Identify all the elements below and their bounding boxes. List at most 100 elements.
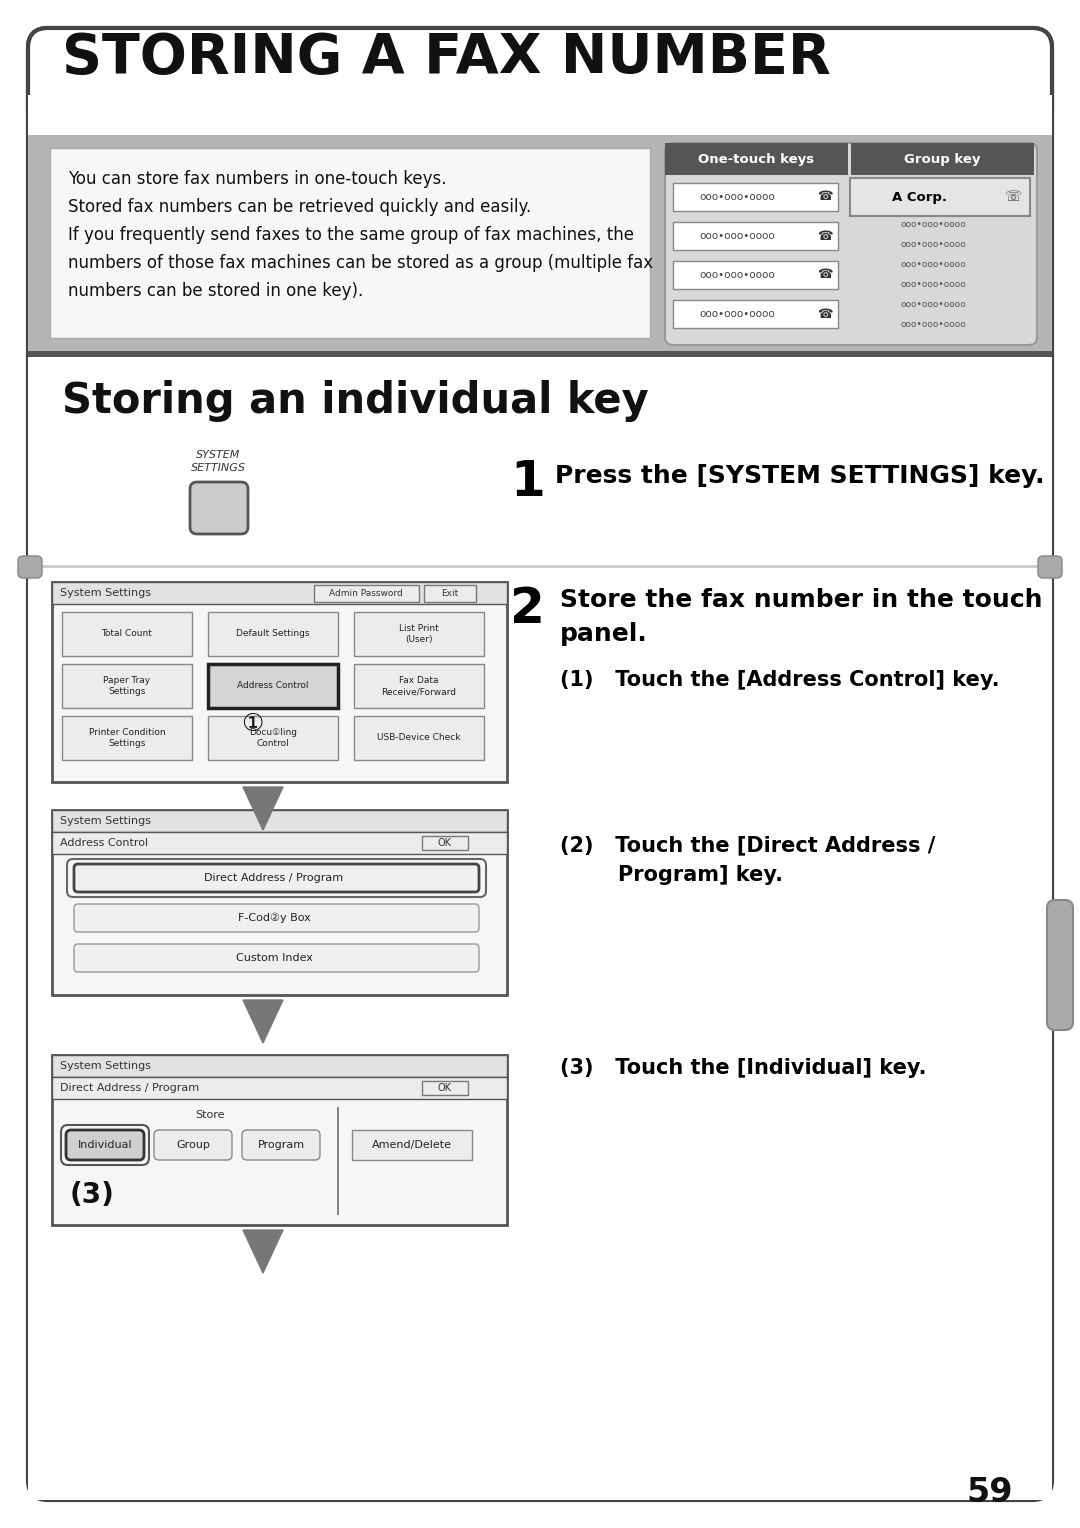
Bar <box>28 358 1052 1500</box>
Text: List Print
(User): List Print (User) <box>400 623 438 645</box>
Text: ☎: ☎ <box>818 307 833 321</box>
Bar <box>52 582 507 604</box>
Bar <box>52 810 507 995</box>
Bar <box>665 144 848 176</box>
Text: numbers can be stored in one key).: numbers can be stored in one key). <box>68 283 363 299</box>
Bar <box>422 836 468 850</box>
Bar <box>354 665 484 707</box>
Text: ☎: ☎ <box>818 229 833 243</box>
Text: Default Settings: Default Settings <box>237 630 310 639</box>
Text: (3): (3) <box>70 1181 114 1209</box>
Bar <box>28 351 1052 358</box>
Bar <box>208 717 338 759</box>
Text: ooo•ooo•oooo: ooo•ooo•oooo <box>699 231 774 241</box>
Text: Group: Group <box>176 1140 210 1151</box>
Bar <box>52 810 507 833</box>
Bar <box>673 261 838 289</box>
Bar <box>424 585 476 602</box>
Text: ☏: ☏ <box>1004 189 1022 205</box>
Bar <box>52 582 507 782</box>
FancyBboxPatch shape <box>66 1131 144 1160</box>
Text: (3)   Touch the [Individual] key.: (3) Touch the [Individual] key. <box>561 1057 927 1077</box>
Bar <box>28 95 1052 134</box>
Bar <box>28 133 1052 351</box>
Text: Total Count: Total Count <box>102 630 152 639</box>
Text: Store the fax number in the touch
panel.: Store the fax number in the touch panel. <box>561 588 1042 645</box>
Text: ooo•ooo•oooo: ooo•ooo•oooo <box>900 220 966 229</box>
Bar <box>52 1054 507 1077</box>
FancyBboxPatch shape <box>75 863 480 892</box>
FancyBboxPatch shape <box>75 905 480 932</box>
Text: Exit: Exit <box>442 588 459 597</box>
Text: STORING A FAX NUMBER: STORING A FAX NUMBER <box>62 31 831 86</box>
Bar <box>52 1077 507 1099</box>
Bar <box>337 1106 339 1215</box>
Bar <box>673 183 838 211</box>
Text: Address Control: Address Control <box>238 681 309 691</box>
FancyBboxPatch shape <box>190 481 248 533</box>
Text: System Settings: System Settings <box>60 1060 151 1071</box>
Bar <box>62 613 192 656</box>
Text: ooo•ooo•oooo: ooo•ooo•oooo <box>699 309 774 319</box>
Text: Store: Store <box>195 1109 225 1120</box>
Text: Amend/Delete: Amend/Delete <box>372 1140 453 1151</box>
Text: Group key: Group key <box>904 153 981 165</box>
Text: ooo•ooo•oooo: ooo•ooo•oooo <box>699 270 774 280</box>
Text: USB-Device Check: USB-Device Check <box>377 733 461 743</box>
Text: ☎: ☎ <box>818 191 833 203</box>
Bar <box>314 585 419 602</box>
Polygon shape <box>243 787 283 830</box>
FancyBboxPatch shape <box>1038 556 1062 578</box>
Text: ☎: ☎ <box>818 269 833 281</box>
Text: You can store fax numbers in one-touch keys.: You can store fax numbers in one-touch k… <box>68 170 446 188</box>
Text: SYSTEM
SETTINGS: SYSTEM SETTINGS <box>190 451 245 474</box>
Bar <box>52 1054 507 1225</box>
FancyBboxPatch shape <box>18 556 42 578</box>
Bar <box>28 565 1052 567</box>
Text: Paper Tray
Settings: Paper Tray Settings <box>104 675 150 697</box>
FancyBboxPatch shape <box>665 144 1037 345</box>
Bar <box>851 144 1034 176</box>
Bar <box>673 222 838 251</box>
Text: (1)   Touch the [Address Control] key.: (1) Touch the [Address Control] key. <box>561 669 999 691</box>
Bar <box>62 665 192 707</box>
Bar <box>352 1131 472 1160</box>
Text: Stored fax numbers can be retrieved quickly and easily.: Stored fax numbers can be retrieved quic… <box>68 199 531 215</box>
Text: 59: 59 <box>967 1476 1013 1508</box>
Polygon shape <box>243 1230 283 1273</box>
Text: OK: OK <box>438 1083 453 1093</box>
Text: Direct Address / Program: Direct Address / Program <box>204 872 343 883</box>
Text: F-Cod②y Box: F-Cod②y Box <box>238 912 310 923</box>
Text: ①: ① <box>241 712 264 736</box>
Text: Custom Index: Custom Index <box>235 953 312 963</box>
Text: System Settings: System Settings <box>60 588 151 597</box>
Text: Docu①ling
Control: Docu①ling Control <box>249 727 297 749</box>
Text: Printer Condition
Settings: Printer Condition Settings <box>89 727 165 749</box>
Text: ooo•ooo•oooo: ooo•ooo•oooo <box>900 280 966 289</box>
Text: Program: Program <box>257 1140 305 1151</box>
Bar <box>850 177 1030 215</box>
Polygon shape <box>243 999 283 1044</box>
Bar <box>208 665 338 707</box>
Bar <box>62 717 192 759</box>
Text: If you frequently send faxes to the same group of fax machines, the: If you frequently send faxes to the same… <box>68 226 634 244</box>
Text: 1: 1 <box>510 458 545 506</box>
Text: Individual: Individual <box>78 1140 133 1151</box>
Text: Storing an individual key: Storing an individual key <box>62 380 649 422</box>
Bar <box>354 717 484 759</box>
Text: ooo•ooo•oooo: ooo•ooo•oooo <box>900 299 966 309</box>
Text: (2)   Touch the [Direct Address /
        Program] key.: (2) Touch the [Direct Address / Program]… <box>561 834 935 885</box>
FancyBboxPatch shape <box>1047 900 1074 1030</box>
Text: numbers of those fax machines can be stored as a group (multiple fax: numbers of those fax machines can be sto… <box>68 254 653 272</box>
Text: ooo•ooo•oooo: ooo•ooo•oooo <box>900 319 966 329</box>
Text: One-touch keys: One-touch keys <box>698 153 814 165</box>
Bar <box>673 299 838 329</box>
FancyBboxPatch shape <box>154 1131 232 1160</box>
Text: System Settings: System Settings <box>60 816 151 827</box>
Text: Press the [SYSTEM SETTINGS] key.: Press the [SYSTEM SETTINGS] key. <box>555 465 1044 487</box>
Bar <box>422 1080 468 1096</box>
Text: 2: 2 <box>510 585 545 633</box>
FancyBboxPatch shape <box>28 28 1052 1500</box>
Text: ooo•ooo•oooo: ooo•ooo•oooo <box>699 193 774 202</box>
Bar <box>354 613 484 656</box>
